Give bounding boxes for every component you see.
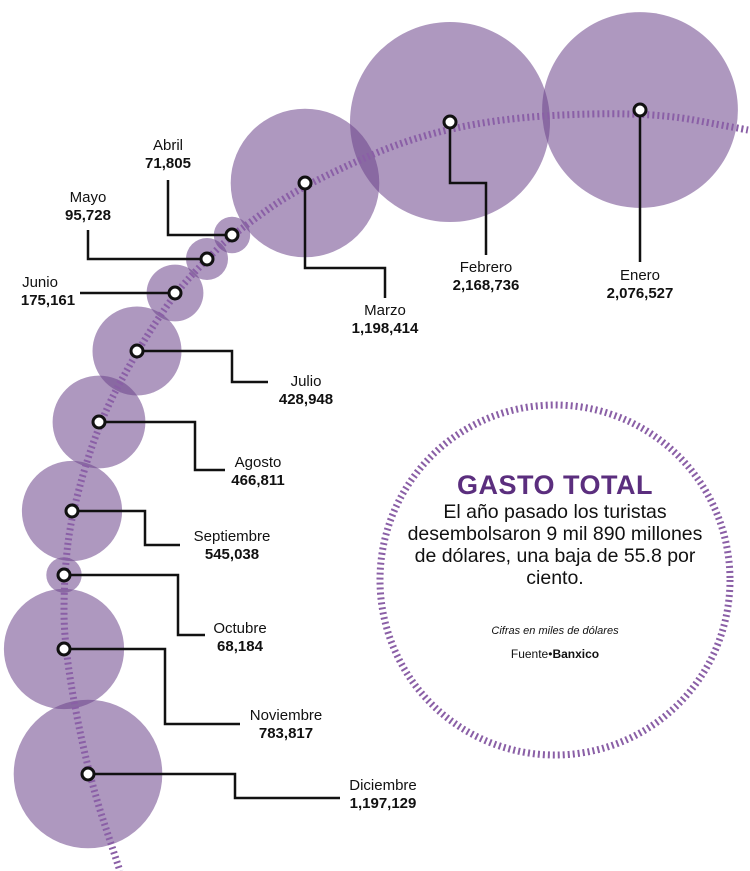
value-label: 2,168,736 [453,277,520,294]
point-marker-icon [91,414,107,430]
connector-line [303,183,387,298]
connector-line [166,180,232,237]
value-label: 68,184 [217,638,264,655]
point-marker-icon [632,102,648,118]
value-label: 545,038 [205,546,259,563]
summary-body: El año pasado los turistas desembolsaron… [407,501,703,589]
month-label: Enero [620,267,660,284]
month-label: Agosto [235,454,282,471]
point-marker-icon [199,251,215,267]
value-label: 783,817 [259,725,313,742]
connector-line [137,349,268,384]
month-label: Septiembre [194,528,271,545]
month-label: Junio [22,274,58,291]
month-label: Mayo [70,189,107,206]
month-label: Noviembre [250,707,323,724]
value-label: 95,728 [65,207,111,224]
value-label: 1,198,414 [352,320,419,337]
source-name: Banxico [552,647,600,661]
connector-line [448,122,488,255]
value-label: 466,811 [231,472,284,489]
source-label: Fuente• [510,647,553,661]
timeline-arc [60,110,749,871]
month-label: Abril [153,137,183,154]
value-label: 2,076,527 [607,285,674,302]
connector-line [88,772,340,800]
units-note: Cifras en miles de dólares [491,625,619,637]
connector-line [64,647,240,726]
month-label: Julio [291,373,322,390]
point-marker-icon [167,285,183,301]
value-label: 175,161 [21,292,75,309]
point-marker-icon [442,114,458,130]
value-label: 1,197,129 [350,795,417,812]
month-label: Febrero [460,259,513,276]
point-marker-icon [224,227,240,243]
summary-box: GASTO TOTAL El año pasado los turistas d… [395,470,715,661]
point-marker-icon [64,503,80,519]
value-label: 71,805 [145,155,191,172]
source: Fuente•Banxico [395,647,715,661]
point-marker-icon [56,567,72,583]
connector-line [86,230,207,261]
connector-line [64,573,205,637]
month-label: Marzo [364,302,406,319]
point-marker-icon [297,175,313,191]
connector-line [72,509,180,547]
point-marker-icon [129,343,145,359]
value-label: 428,948 [279,391,333,408]
month-label: Octubre [213,620,266,637]
summary-title: GASTO TOTAL [456,470,653,500]
point-marker-icon [56,641,72,657]
point-marker-icon [80,766,96,782]
summary-circle [376,401,734,759]
month-label: Diciembre [349,777,417,794]
connector-line [99,420,225,472]
